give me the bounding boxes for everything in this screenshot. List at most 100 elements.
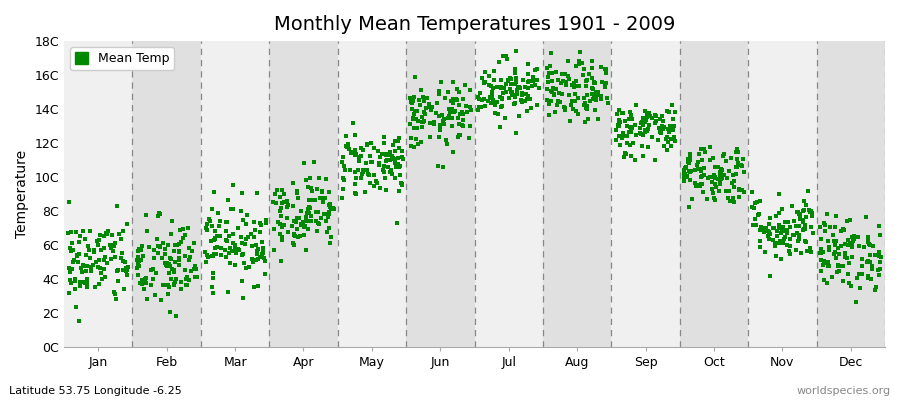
Point xyxy=(108,291,122,297)
Point xyxy=(559,82,573,88)
Point xyxy=(372,162,386,169)
Point xyxy=(616,154,631,160)
Point xyxy=(228,244,242,250)
Point xyxy=(212,218,227,224)
Point xyxy=(446,96,461,102)
Point xyxy=(655,126,670,132)
Point xyxy=(797,238,812,244)
Point xyxy=(152,242,166,249)
Point xyxy=(786,232,800,238)
Point xyxy=(234,252,248,258)
Point xyxy=(139,275,153,281)
Point xyxy=(641,126,655,132)
Point xyxy=(112,231,126,237)
Point xyxy=(434,79,448,86)
Point xyxy=(151,243,166,249)
Point xyxy=(274,208,288,214)
Point xyxy=(73,282,87,289)
Point xyxy=(498,115,512,121)
Point xyxy=(252,228,266,235)
Point xyxy=(382,151,396,158)
Point xyxy=(654,124,669,131)
Point xyxy=(492,94,507,100)
Point xyxy=(730,146,744,152)
Point xyxy=(694,181,708,188)
Point xyxy=(695,180,709,187)
Point xyxy=(703,174,717,181)
Point xyxy=(135,277,149,284)
Point xyxy=(446,109,461,115)
Point xyxy=(279,198,293,204)
Point xyxy=(798,214,813,220)
Point xyxy=(529,101,544,108)
Point xyxy=(521,78,535,84)
Point xyxy=(494,84,508,90)
Point xyxy=(804,249,818,255)
Point xyxy=(409,136,423,142)
Point xyxy=(112,267,126,273)
Point xyxy=(613,119,627,125)
Point xyxy=(550,102,564,108)
Point xyxy=(395,148,410,154)
Point xyxy=(297,232,311,238)
Point xyxy=(423,134,437,140)
Point xyxy=(695,157,709,163)
Point xyxy=(845,237,859,243)
Point xyxy=(92,237,106,244)
Point xyxy=(349,151,364,157)
Point xyxy=(392,172,407,179)
Point xyxy=(555,71,570,77)
Point xyxy=(204,238,219,244)
Point xyxy=(529,65,544,72)
Point xyxy=(119,264,133,271)
Point xyxy=(872,272,886,278)
Point xyxy=(172,249,186,256)
Point xyxy=(487,76,501,83)
Point xyxy=(115,267,130,273)
Point xyxy=(657,124,671,130)
Point xyxy=(645,134,660,140)
Point xyxy=(817,228,832,234)
Point xyxy=(70,253,85,260)
Point xyxy=(450,96,464,103)
Point xyxy=(778,234,792,240)
Point xyxy=(796,206,811,213)
Point xyxy=(798,202,813,208)
Point xyxy=(814,268,828,274)
Point xyxy=(504,89,518,96)
Point xyxy=(690,158,705,165)
Point xyxy=(590,96,604,103)
Point xyxy=(258,217,273,223)
Point xyxy=(667,122,681,129)
Point xyxy=(544,98,558,104)
Point xyxy=(683,157,698,163)
Point xyxy=(635,132,650,138)
Point xyxy=(68,278,82,284)
Point xyxy=(679,170,693,177)
Point xyxy=(474,97,489,103)
Point xyxy=(172,241,186,247)
Point xyxy=(73,265,87,272)
Point xyxy=(845,254,859,260)
Point xyxy=(153,211,167,217)
Point xyxy=(845,234,859,240)
Point xyxy=(121,263,135,270)
Point xyxy=(207,251,221,258)
Point xyxy=(104,245,118,252)
Point xyxy=(847,236,861,242)
Point xyxy=(816,277,831,283)
Point xyxy=(443,109,457,116)
Point xyxy=(404,99,419,105)
Point xyxy=(518,97,532,104)
Point xyxy=(623,109,637,116)
Point xyxy=(779,227,794,234)
Point xyxy=(146,276,160,282)
Point xyxy=(219,254,233,260)
Point xyxy=(220,219,234,226)
Point xyxy=(761,228,776,234)
Point xyxy=(395,181,410,188)
Point xyxy=(320,214,335,221)
Point xyxy=(103,242,117,248)
Point xyxy=(508,78,523,85)
Point xyxy=(293,233,308,240)
